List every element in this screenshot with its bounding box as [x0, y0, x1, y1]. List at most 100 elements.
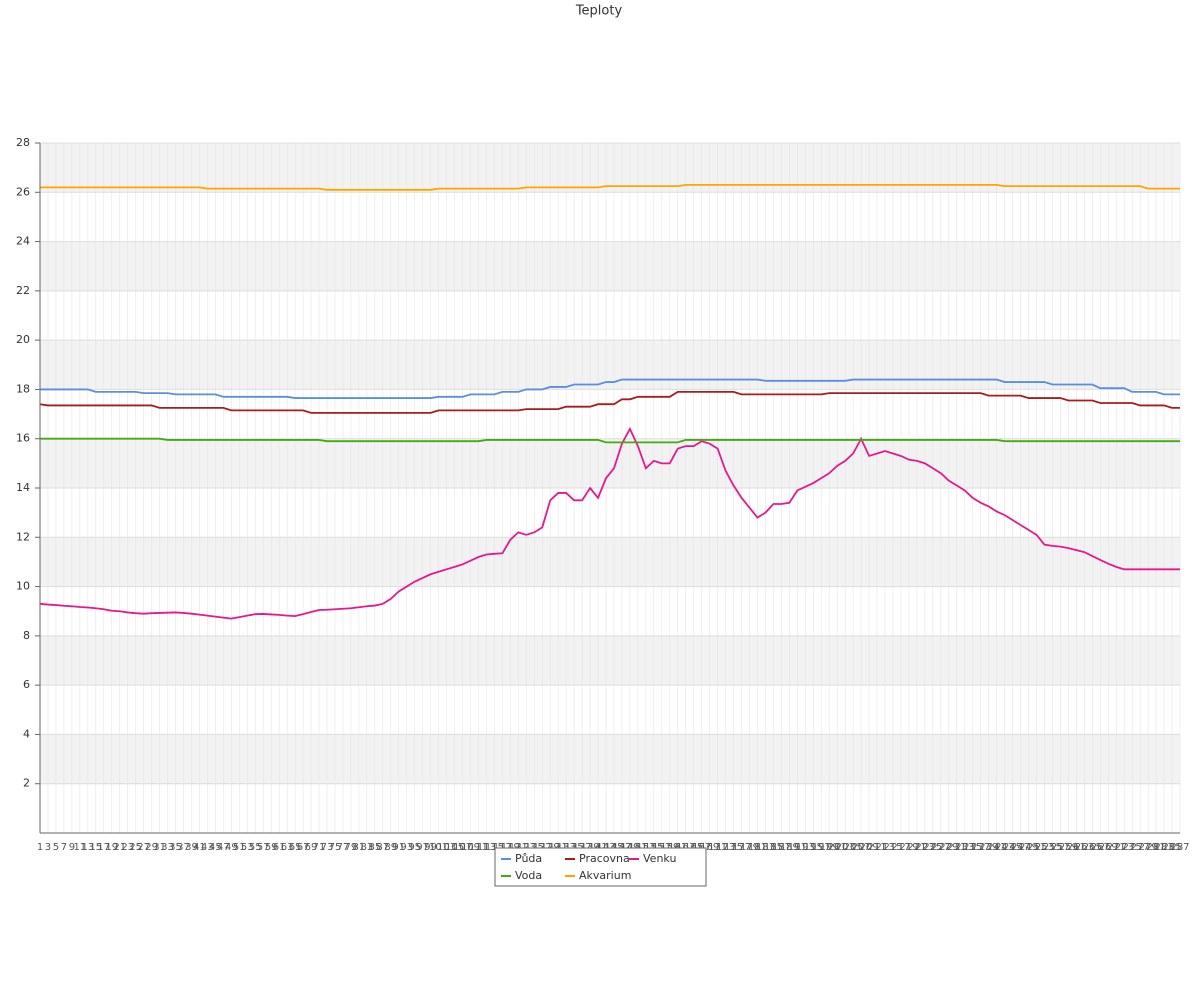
x-tick-label: 227 — [931, 842, 950, 853]
x-tick-label: 55 — [249, 842, 262, 853]
x-tick-label: 73 — [321, 842, 334, 853]
series-line — [40, 378, 1180, 399]
x-tick-label: 115 — [485, 842, 504, 853]
series-line — [40, 183, 1180, 191]
x-tick-label: 83 — [360, 842, 373, 853]
x-tick-label: 99 — [424, 842, 437, 853]
x-tick-label: 185 — [764, 842, 783, 853]
x-tick-label: 25 — [129, 842, 142, 853]
x-tick-label: 71 — [313, 842, 326, 853]
x-tick-label: 47 — [217, 842, 230, 853]
legend-label: Voda — [515, 869, 542, 882]
x-tick-label: 237 — [971, 842, 990, 853]
x-tick-label: 257 — [1051, 842, 1070, 853]
x-tick-label: 113 — [477, 842, 496, 853]
x-tick-label: 57 — [257, 842, 270, 853]
x-tick-label: 195 — [804, 842, 823, 853]
x-tick-label: 277 — [1131, 842, 1150, 853]
y-tick-label: 6 — [23, 678, 30, 691]
y-tick-label: 4 — [23, 727, 30, 740]
plot-band — [40, 537, 1180, 587]
x-tick-label: 205 — [844, 842, 863, 853]
x-tick-label: 107 — [453, 842, 472, 853]
plot-band — [40, 734, 1180, 784]
legend: Půda Pracovna Venku Voda Akvarium — [494, 847, 707, 887]
x-tick-label: 95 — [408, 842, 421, 853]
x-tick-label: 23 — [121, 842, 134, 853]
x-tick-label: 225 — [923, 842, 942, 853]
x-tick-label: 241 — [987, 842, 1006, 853]
x-tick-label: 77 — [337, 842, 350, 853]
y-tick-label: 20 — [16, 333, 30, 346]
x-tick-label: 169 — [700, 842, 719, 853]
legend-label: Venku — [643, 852, 676, 865]
x-tick-label: 63 — [281, 842, 294, 853]
plot-bands — [40, 143, 1180, 784]
x-tick-label: 231 — [947, 842, 966, 853]
x-tick-label: 45 — [209, 842, 222, 853]
y-tick-label: 8 — [23, 629, 30, 642]
grid — [39, 142, 1181, 833]
x-tick-label: 93 — [400, 842, 413, 853]
x-tick-label: 85 — [368, 842, 381, 853]
x-tick-label: 41 — [193, 842, 206, 853]
x-tick-label: 91 — [392, 842, 405, 853]
series-line — [39, 390, 1180, 414]
x-tick-label: 53 — [241, 842, 254, 853]
y-tick-label: 22 — [16, 284, 30, 297]
x-tick-label: 233 — [955, 842, 974, 853]
x-tick-label: 213 — [875, 842, 894, 853]
x-tick-label: 217 — [891, 842, 910, 853]
x-tick-label: 183 — [756, 842, 775, 853]
x-tick-label: 287 — [1170, 842, 1189, 853]
x-tick-label: 249 — [1019, 842, 1038, 853]
x-tick-label: 79 — [345, 842, 358, 853]
y-tick-label: 12 — [16, 530, 30, 543]
legend-box — [494, 847, 707, 887]
x-tick-label: 15 — [89, 842, 102, 853]
x-tick-label: 179 — [740, 842, 759, 853]
x-tick-label: 197 — [812, 842, 831, 853]
x-tick-label: 279 — [1139, 842, 1158, 853]
chart-title: Teploty — [575, 4, 623, 19]
x-tick-label: 243 — [995, 842, 1014, 853]
x-tick-label: 285 — [1162, 842, 1181, 853]
x-tick-label: 253 — [1035, 842, 1054, 853]
x-tick-label: 245 — [1003, 842, 1022, 853]
x-tick-label: 199 — [820, 842, 839, 853]
x-tick-label: 181 — [748, 842, 767, 853]
y-tick-label: 16 — [16, 432, 30, 445]
x-tick-label: 3 — [45, 842, 51, 853]
plot-band — [40, 438, 1180, 488]
x-tick-label: 35 — [169, 842, 182, 853]
x-tick-label: 75 — [329, 842, 342, 853]
x-tick-label: 171 — [708, 842, 727, 853]
x-tick-label: 271 — [1107, 842, 1126, 853]
x-tick-label: 173 — [716, 842, 735, 853]
x-tick-label: 273 — [1115, 842, 1134, 853]
legend-label: Pracovna — [579, 852, 630, 865]
x-tick-label: 49 — [225, 842, 238, 853]
x-tick-label: 191 — [788, 842, 807, 853]
x-tick-label: 251 — [1027, 842, 1046, 853]
x-tick-label: 17 — [97, 842, 110, 853]
plot-band — [40, 635, 1180, 686]
x-tick-label: 193 — [796, 842, 815, 853]
x-tick-label: 267 — [1091, 842, 1110, 853]
x-tick-label: 31 — [153, 842, 166, 853]
legend-label: Akvarium — [579, 869, 631, 882]
x-tick-label: 209 — [860, 842, 879, 853]
x-tick-label: 265 — [1083, 842, 1102, 853]
y-tick-label: 24 — [16, 235, 30, 248]
x-tick-label: 105 — [445, 842, 464, 853]
x-tick-label: 61 — [273, 842, 286, 853]
x-tick-label: 189 — [780, 842, 799, 853]
x-tick-label: 19 — [105, 842, 118, 853]
x-tick-label: 39 — [185, 842, 198, 853]
x-tick-label: 275 — [1123, 842, 1142, 853]
x-tick-label: 283 — [1155, 842, 1174, 853]
x-tick-label: 109 — [461, 842, 480, 853]
x-tick-label: 13 — [81, 842, 94, 853]
x-tick-label: 187 — [772, 842, 791, 853]
x-tick-label: 89 — [384, 842, 397, 853]
